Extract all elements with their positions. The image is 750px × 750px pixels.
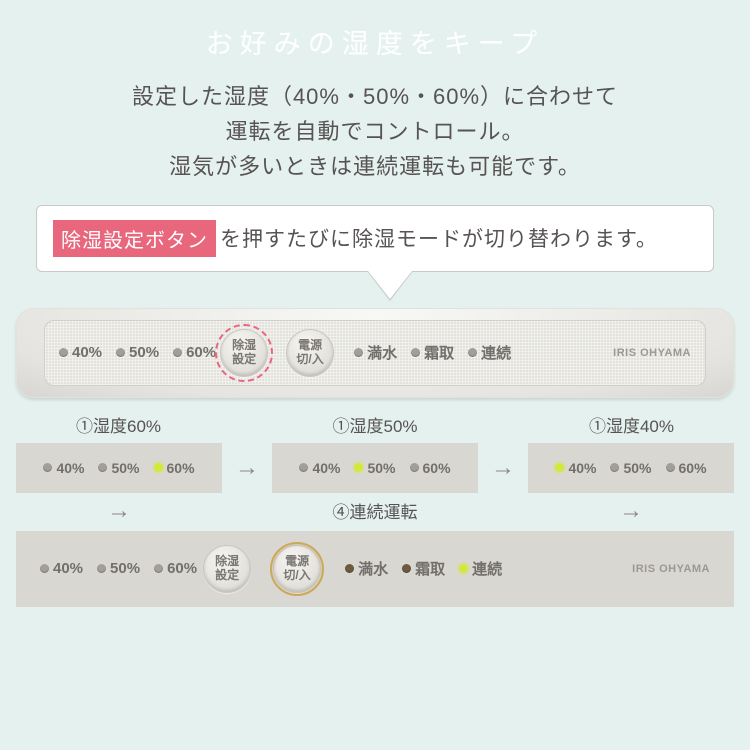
status-led-defrost: 霜取 (402, 558, 445, 579)
callout-text: 除湿設定ボタン を押すたびに除湿モードが切り替わります。 (53, 220, 697, 257)
brand-label: IRIS OHYAMA (632, 563, 710, 575)
status-led-continuous: 連続 (459, 558, 502, 579)
power-button[interactable]: 電源 切/入 (286, 329, 334, 377)
page-title: お好みの湿度をキープ (0, 0, 750, 61)
btn-label: 除湿 設定 (215, 555, 239, 583)
arrow-up-icon: → (16, 497, 222, 525)
led-icon (98, 463, 107, 472)
mini-panel-60: 40% 50% 60% (16, 443, 222, 493)
mini-led: 40% (299, 460, 340, 476)
led-icon (345, 564, 354, 573)
desc-line-3: 湿気が多いときは連続運転も可能です。 (169, 154, 581, 179)
flow-step-label: ①湿度50% (332, 412, 417, 437)
humidity-led-50: 50% (116, 344, 159, 361)
callout-rest: を押すたびに除湿モードが切り替わります。 (220, 223, 658, 253)
humidity-led-60: 60% (173, 344, 216, 361)
humidity-led-40: 40% (40, 560, 83, 577)
mini-led: 40% (43, 460, 84, 476)
callout-box: 除湿設定ボタン を押すたびに除湿モードが切り替わります。 (36, 205, 714, 272)
led-icon (43, 463, 52, 472)
status-led-full: 満水 (354, 342, 397, 363)
power-button[interactable]: 電源 切/入 (273, 545, 321, 593)
mini-led: 50% (610, 460, 651, 476)
description: 設定した湿度（40%・50%・60%）に合わせて 運転を自動でコントロール。 湿… (0, 79, 750, 185)
mini-panel-40: 40% 50% 60% (528, 443, 734, 493)
status-led-defrost: 霜取 (411, 342, 454, 363)
gold-ring-icon (270, 542, 324, 596)
arrow-row-vertical: → ④連続運転 → (16, 497, 734, 525)
led-icon (59, 348, 68, 357)
mini-panel-50: 40% 50% 60% (272, 443, 478, 493)
btn-label: 電源 切/入 (296, 339, 323, 367)
mini-led: 60% (666, 460, 707, 476)
flow-row: 40% 50% 60% → 40% 50% 60% → 40% 50% 60% (16, 443, 734, 493)
brand-label: IRIS OHYAMA (613, 347, 691, 359)
arrow-right-icon: → (491, 454, 515, 482)
led-icon (666, 463, 675, 472)
device-panel-main: 40% 50% 60% 除湿 設定 電源 切/入 満水 霜取 連続 IRIS O… (16, 308, 734, 398)
led-icon (402, 564, 411, 573)
humidity-led-50: 50% (97, 560, 140, 577)
arrow-right-icon: → (235, 454, 259, 482)
device-panel-inner: 40% 50% 60% 除湿 設定 電源 切/入 満水 霜取 連続 IRIS O… (44, 320, 706, 386)
led-icon (555, 463, 564, 472)
flow-labels: ①湿度60% ①湿度50% ①湿度40% (36, 412, 714, 437)
device-panel-bottom: 40% 50% 60% 除湿 設定 電源 切/入 満水 霜取 連続 IRIS O… (16, 531, 734, 607)
led-icon (354, 348, 363, 357)
led-icon (299, 463, 308, 472)
arrow-down-icon: → (528, 497, 734, 525)
status-led-continuous: 連続 (468, 342, 511, 363)
led-icon (154, 463, 163, 472)
highlight-ring-icon (215, 324, 273, 382)
infographic-root: お好みの湿度をキープ 設定した湿度（40%・50%・60%）に合わせて 運転を自… (0, 0, 750, 750)
mini-led: 40% (555, 460, 596, 476)
led-icon (468, 348, 477, 357)
led-icon (40, 564, 49, 573)
desc-line-2: 運転を自動でコントロール。 (225, 119, 524, 144)
led-icon (154, 564, 163, 573)
humidity-led-60: 60% (154, 560, 197, 577)
mini-led: 50% (354, 460, 395, 476)
callout-chip: 除湿設定ボタン (53, 220, 216, 257)
led-icon (410, 463, 419, 472)
led-icon (411, 348, 420, 357)
flow-step-label: ①湿度60% (76, 412, 161, 437)
flow-step-label: ①湿度40% (589, 412, 674, 437)
continuous-label: ④連続運転 (222, 498, 528, 526)
status-led-full: 満水 (345, 558, 388, 579)
led-icon (116, 348, 125, 357)
humidity-led-40: 40% (59, 344, 102, 361)
dehumid-setting-button[interactable]: 除湿 設定 (220, 329, 268, 377)
led-icon (459, 564, 468, 573)
mini-led: 60% (154, 460, 195, 476)
led-icon (173, 348, 182, 357)
mini-led: 50% (98, 460, 139, 476)
dehumid-setting-button[interactable]: 除湿 設定 (203, 545, 251, 593)
led-icon (97, 564, 106, 573)
led-icon (610, 463, 619, 472)
desc-line-1: 設定した湿度（40%・50%・60%）に合わせて (132, 84, 618, 109)
mini-led: 60% (410, 460, 451, 476)
led-icon (354, 463, 363, 472)
